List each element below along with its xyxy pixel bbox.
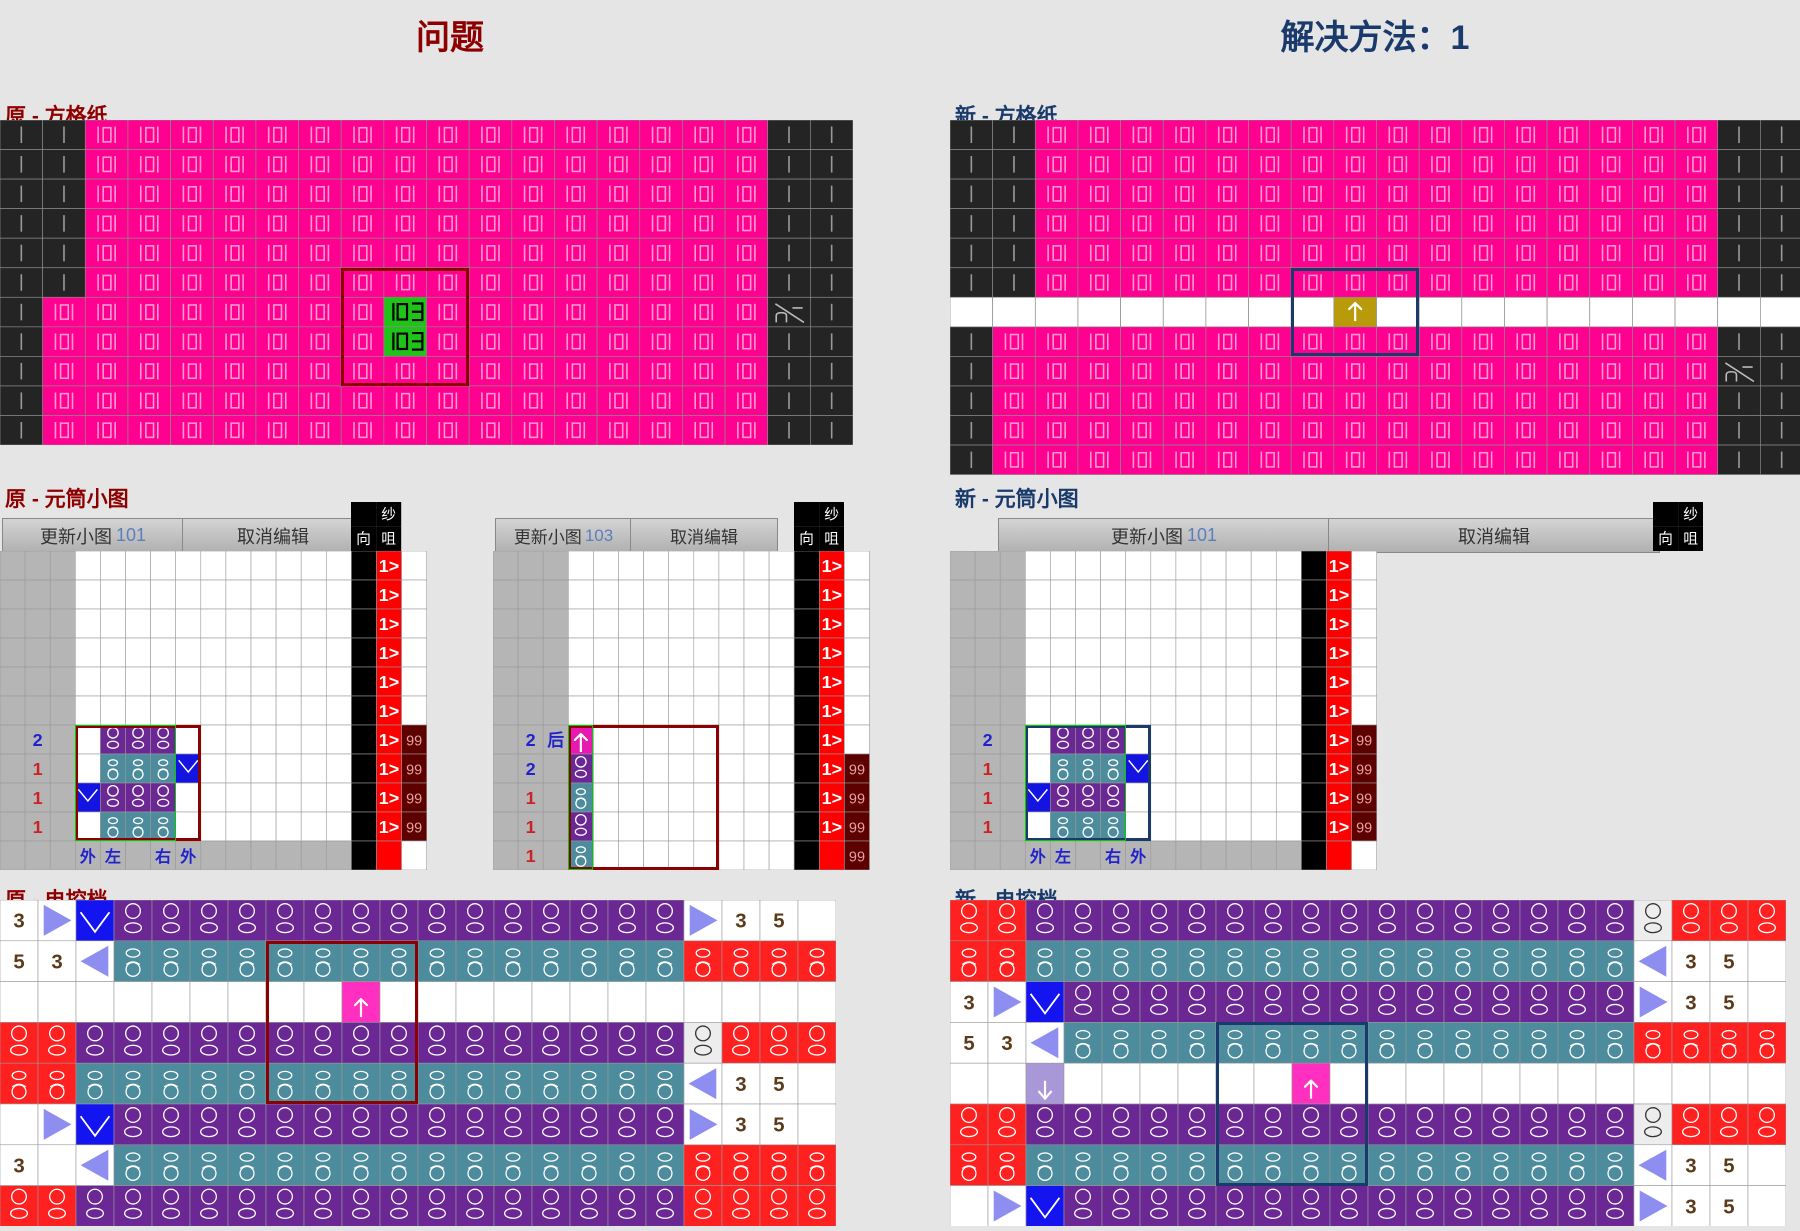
- svg-text:1>: 1>: [822, 730, 843, 750]
- svg-text:1: 1: [526, 817, 536, 837]
- svg-text:3: 3: [735, 1115, 746, 1137]
- svg-text:1>: 1>: [822, 672, 843, 692]
- svg-text:咀: 咀: [382, 531, 397, 547]
- svg-text:向: 向: [357, 530, 372, 547]
- svg-text:1>: 1>: [1329, 614, 1350, 634]
- svg-text:纱: 纱: [382, 506, 397, 522]
- svg-text:3: 3: [1685, 1196, 1696, 1218]
- svg-text:1>: 1>: [822, 614, 843, 634]
- svg-text:5: 5: [1723, 952, 1734, 974]
- svg-text:1>: 1>: [379, 817, 400, 837]
- svg-text:外: 外: [1029, 847, 1046, 866]
- svg-text:5: 5: [773, 1074, 784, 1096]
- svg-text:外: 外: [79, 847, 96, 866]
- svg-text:99: 99: [1356, 762, 1372, 778]
- svg-text:3: 3: [963, 992, 974, 1014]
- svg-text:1>: 1>: [822, 556, 843, 576]
- svg-text:咀: 咀: [824, 531, 839, 547]
- svg-text:1>: 1>: [822, 585, 843, 605]
- svg-text:1>: 1>: [379, 556, 400, 576]
- svg-text:1>: 1>: [822, 759, 843, 779]
- svg-text:99: 99: [406, 791, 422, 807]
- svg-text:3: 3: [1685, 1156, 1696, 1178]
- svg-text:1>: 1>: [379, 759, 400, 779]
- svg-text:1>: 1>: [379, 614, 400, 634]
- svg-text:1: 1: [526, 846, 536, 866]
- svg-text:2: 2: [526, 730, 536, 750]
- svg-text:1>: 1>: [1329, 585, 1350, 605]
- svg-text:右: 右: [155, 847, 171, 866]
- svg-text:3: 3: [1685, 952, 1696, 974]
- svg-text:99: 99: [1356, 820, 1372, 836]
- svg-text:2: 2: [983, 730, 993, 750]
- svg-text:5: 5: [1723, 1196, 1734, 1218]
- svg-text:3: 3: [1685, 992, 1696, 1014]
- svg-text:99: 99: [849, 820, 865, 836]
- svg-text:1>: 1>: [1329, 643, 1350, 663]
- svg-text:1>: 1>: [1329, 672, 1350, 692]
- svg-text:1>: 1>: [379, 730, 400, 750]
- svg-text:左: 左: [1054, 847, 1071, 866]
- svg-text:1>: 1>: [1329, 788, 1350, 808]
- svg-text:1: 1: [33, 788, 43, 808]
- svg-text:1>: 1>: [1329, 556, 1350, 576]
- svg-text:1>: 1>: [1329, 759, 1350, 779]
- svg-text:1>: 1>: [1329, 730, 1350, 750]
- svg-text:1>: 1>: [1329, 701, 1350, 721]
- svg-text:5: 5: [773, 1115, 784, 1137]
- svg-text:99: 99: [406, 733, 422, 749]
- svg-text:1>: 1>: [822, 701, 843, 721]
- svg-text:3: 3: [13, 911, 24, 933]
- svg-text:99: 99: [849, 791, 865, 807]
- svg-text:纱: 纱: [1683, 506, 1698, 522]
- svg-text:99: 99: [1356, 791, 1372, 807]
- svg-text:外: 外: [1129, 847, 1146, 866]
- svg-text:1>: 1>: [822, 643, 843, 663]
- svg-text:1: 1: [33, 759, 43, 779]
- svg-text:咀: 咀: [1683, 531, 1698, 547]
- svg-text:2: 2: [33, 730, 43, 750]
- svg-text:5: 5: [13, 952, 24, 974]
- svg-text:后: 后: [547, 731, 564, 750]
- svg-text:1>: 1>: [379, 701, 400, 721]
- svg-text:1>: 1>: [1329, 817, 1350, 837]
- svg-text:左: 左: [104, 847, 121, 866]
- svg-text:3: 3: [51, 952, 62, 974]
- svg-text:纱: 纱: [824, 506, 839, 522]
- svg-text:3: 3: [735, 911, 746, 933]
- svg-text:1>: 1>: [379, 643, 400, 663]
- svg-text:1>: 1>: [379, 788, 400, 808]
- svg-text:向: 向: [1658, 530, 1673, 547]
- svg-text:1: 1: [983, 788, 993, 808]
- svg-text:2: 2: [526, 759, 536, 779]
- svg-text:1>: 1>: [822, 817, 843, 837]
- svg-text:99: 99: [1356, 733, 1372, 749]
- svg-text:99: 99: [849, 849, 865, 865]
- svg-text:1>: 1>: [379, 585, 400, 605]
- svg-text:1: 1: [526, 788, 536, 808]
- svg-text:5: 5: [963, 1033, 974, 1055]
- svg-text:1: 1: [33, 817, 43, 837]
- svg-text:外: 外: [179, 847, 196, 866]
- svg-text:5: 5: [1723, 1156, 1734, 1178]
- svg-text:3: 3: [13, 1156, 24, 1178]
- svg-text:向: 向: [799, 530, 814, 547]
- svg-text:1>: 1>: [822, 788, 843, 808]
- svg-text:1>: 1>: [379, 672, 400, 692]
- svg-text:右: 右: [1105, 847, 1121, 866]
- svg-text:99: 99: [406, 820, 422, 836]
- svg-text:99: 99: [406, 762, 422, 778]
- svg-text:1: 1: [983, 759, 993, 779]
- svg-text:1: 1: [983, 817, 993, 837]
- svg-text:5: 5: [773, 911, 784, 933]
- svg-text:5: 5: [1723, 992, 1734, 1014]
- svg-text:3: 3: [735, 1074, 746, 1096]
- svg-text:3: 3: [1001, 1033, 1012, 1055]
- svg-text:99: 99: [849, 762, 865, 778]
